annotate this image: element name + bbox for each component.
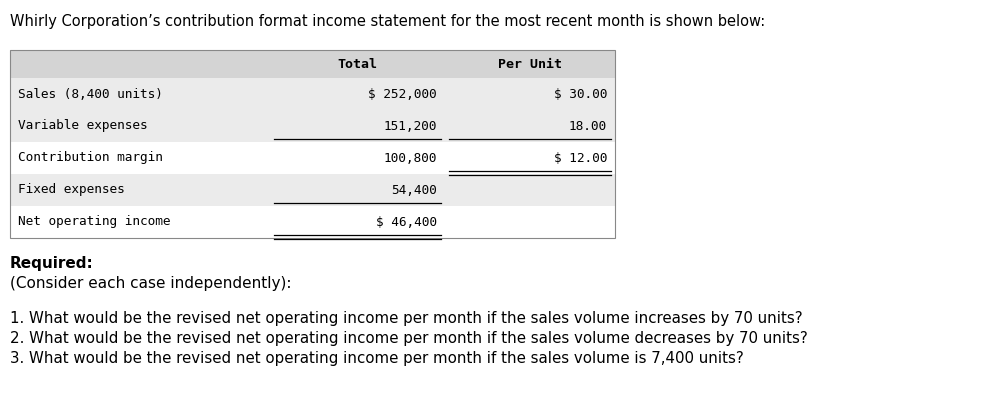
Bar (10, 78, 615, 110)
Text: Per Unit: Per Unit (498, 57, 562, 70)
Bar (10, 50, 615, 78)
Bar (10, 110, 615, 142)
Text: (Consider each case independently):: (Consider each case independently): (10, 276, 292, 291)
Bar (10, 206, 615, 238)
Bar (10, 50, 615, 238)
Text: Required:: Required: (10, 256, 94, 271)
Text: 1. What would be the revised net operating income per month if the sales volume : 1. What would be the revised net operati… (10, 311, 803, 326)
Text: Contribution margin: Contribution margin (18, 152, 163, 164)
Text: Total: Total (337, 57, 377, 70)
Text: Sales (8,400 units): Sales (8,400 units) (18, 88, 163, 101)
Text: 100,800: 100,800 (383, 152, 437, 164)
Bar (10, 174, 615, 206)
Text: $ 12.00: $ 12.00 (553, 152, 607, 164)
Text: $ 46,400: $ 46,400 (376, 215, 437, 228)
Text: 151,200: 151,200 (383, 120, 437, 133)
Text: 18.00: 18.00 (568, 120, 607, 133)
Text: 3. What would be the revised net operating income per month if the sales volume : 3. What would be the revised net operati… (10, 351, 743, 366)
Text: Net operating income: Net operating income (18, 215, 170, 228)
Text: $ 30.00: $ 30.00 (553, 88, 607, 101)
Text: Variable expenses: Variable expenses (18, 120, 148, 133)
Text: Fixed expenses: Fixed expenses (18, 183, 125, 196)
Text: Whirly Corporation’s contribution format income statement for the most recent mo: Whirly Corporation’s contribution format… (10, 14, 766, 29)
Bar (10, 142, 615, 174)
Text: 54,400: 54,400 (391, 183, 437, 196)
Text: $ 252,000: $ 252,000 (368, 88, 437, 101)
Text: 2. What would be the revised net operating income per month if the sales volume : 2. What would be the revised net operati… (10, 331, 808, 346)
